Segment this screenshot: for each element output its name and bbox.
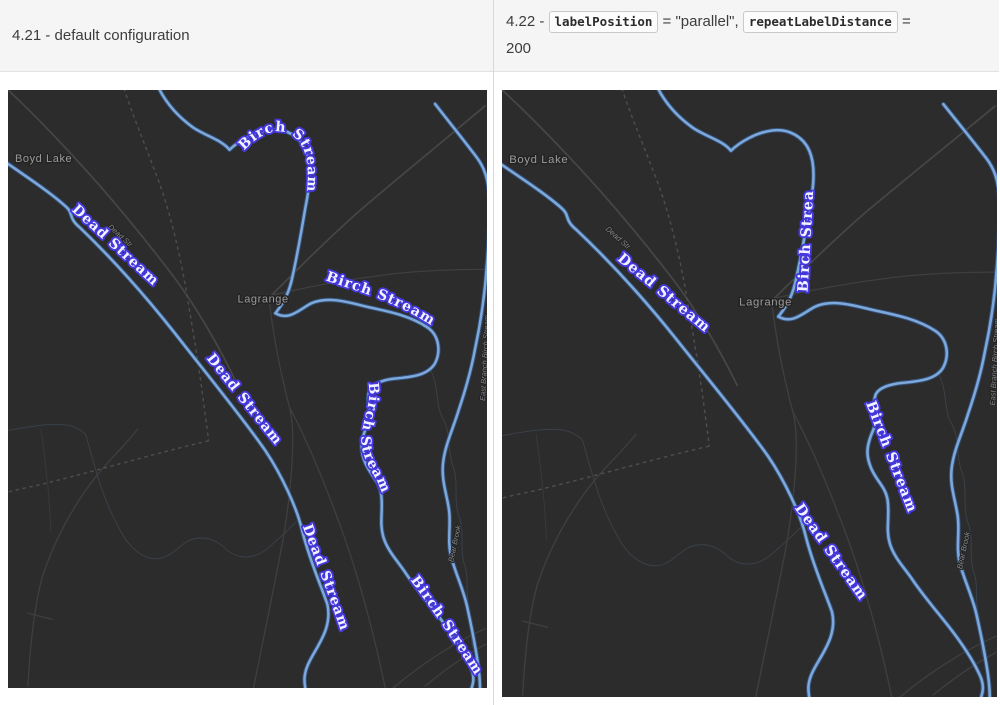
figure-caption-left: 4.21 - default configuration <box>12 27 190 44</box>
map-figure-right: Dead Stream Birch Stream Birch Stream De… <box>502 90 997 697</box>
panel-default-configuration: 4.21 - default configuration Birch Strea… <box>0 0 494 705</box>
map-figure-left: Birch Stream Dead Stream Birch Stream De… <box>8 90 487 688</box>
panel-header-right: 4.22 - labelPosition = "parallel", repea… <box>494 0 999 72</box>
map-canvas-default[interactable]: Birch Stream Dead Stream Birch Stream De… <box>8 90 487 688</box>
map-canvas-parallel[interactable]: Dead Stream Birch Stream Birch Stream De… <box>502 90 997 697</box>
code-chip-label-position: labelPosition <box>548 11 659 33</box>
panel-parallel-configuration: 4.22 - labelPosition = "parallel", repea… <box>494 0 999 705</box>
figure-caption-right-value: 200 <box>506 40 532 57</box>
figure-caption-right-separator2: = <box>897 13 911 30</box>
figure-caption-right-separator1: = "parallel", <box>658 13 743 30</box>
panel-header-left: 4.21 - default configuration <box>0 0 493 72</box>
code-chip-repeat-label-distance: repeatLabelDistance <box>742 11 898 33</box>
figure-caption-right-prefix: 4.22 - <box>506 13 549 30</box>
